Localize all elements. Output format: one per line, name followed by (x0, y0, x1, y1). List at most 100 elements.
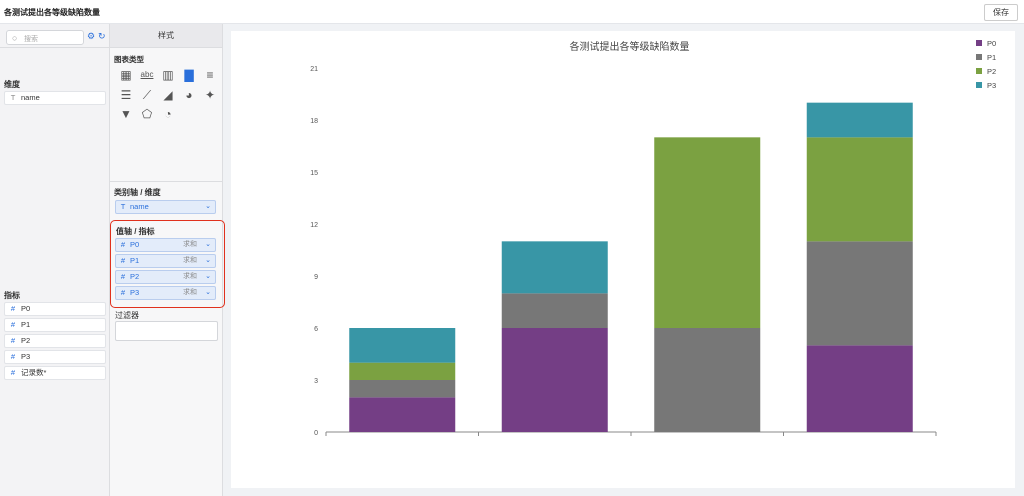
search-icon: ○ (12, 33, 18, 43)
number-type-icon: # (120, 240, 126, 249)
legend-label: P3 (987, 81, 997, 90)
bar-segment-p1 (349, 380, 456, 398)
dimension-section-label: 维度 (4, 80, 20, 89)
gauge-chart-icon[interactable]: ◔ (164, 107, 172, 121)
bar-segment-p3 (806, 102, 913, 138)
y-tick-label: 3 (314, 378, 318, 385)
horizontal-stacked-bar-icon[interactable]: ☰ (120, 88, 132, 102)
bar-segment-p3 (349, 328, 456, 363)
legend-item-p0[interactable]: P0 (976, 39, 1016, 49)
chevron-down-icon[interactable]: ⌄ (205, 241, 211, 248)
chevron-down-icon[interactable]: ⌄ (205, 273, 211, 280)
y-tick-label: 12 (310, 222, 318, 229)
chart-area: 各测试提出各等级缺陷数量 P0 P1 P2 P3 0 3 6 9 12 15 18 21 (231, 31, 1015, 488)
measure-field-p3[interactable]: # P3 (4, 350, 106, 364)
chart-types-label: 图表类型 (114, 55, 144, 64)
legend-label: P0 (987, 39, 997, 48)
measure-field-record-count[interactable]: # 记录数* (4, 366, 106, 380)
legend-swatch (976, 68, 982, 74)
value-drop-p0[interactable]: # P0 求和 ⌄ (115, 238, 216, 252)
bar-segment-p2 (806, 137, 913, 242)
bar-segment-p2 (654, 137, 761, 328)
dimension-field-label: name (21, 93, 40, 102)
legend-swatch (976, 40, 982, 46)
y-tick-label: 15 (310, 170, 318, 177)
y-tick-label: 21 (310, 66, 318, 73)
stacked-bar-chart-icon[interactable]: ▇ (184, 68, 194, 82)
value-field-label: P0 (130, 240, 140, 249)
y-tick-label: 6 (314, 326, 318, 333)
save-button[interactable]: 保存 (984, 4, 1018, 21)
refresh-icon[interactable]: ↻ (98, 31, 106, 41)
bar-segment-p1 (654, 328, 761, 432)
value-axis-label: 值轴 / 指标 (116, 227, 155, 236)
legend-label: P2 (987, 67, 997, 76)
number-type-icon: # (120, 272, 126, 281)
text-chart-icon[interactable]: abc (140, 70, 154, 79)
number-type-icon: # (120, 288, 126, 297)
number-type-icon: # (10, 320, 16, 329)
measure-field-label: P3 (21, 352, 31, 361)
measure-field-label: P1 (21, 320, 31, 329)
value-field-label: P2 (130, 272, 140, 281)
value-drop-p2[interactable]: # P2 求和 ⌄ (115, 270, 216, 284)
y-tick-label: 0 (314, 430, 318, 437)
measure-section-label: 指标 (4, 291, 20, 300)
value-drop-p3[interactable]: # P3 求和 ⌄ (115, 286, 216, 300)
legend-swatch (976, 82, 982, 88)
value-field-label: P1 (130, 256, 140, 265)
text-type-icon: T (120, 202, 126, 211)
chevron-down-icon[interactable]: ⌄ (205, 203, 211, 210)
category-field-label: name (130, 202, 149, 211)
y-tick-label: 18 (310, 118, 318, 125)
chart-title: 各测试提出各等级缺陷数量 (569, 42, 690, 53)
tab-style[interactable]: 样式 (110, 24, 222, 48)
filter-drop-zone[interactable] (115, 321, 218, 341)
gear-icon[interactable]: ⚙ (87, 31, 96, 41)
value-drop-p1[interactable]: # P1 求和 ⌄ (115, 254, 216, 268)
radar-chart-icon[interactable]: ⬠ (141, 107, 153, 121)
aggregation-label[interactable]: 求和 (183, 241, 197, 248)
legend-swatch (976, 54, 982, 60)
aggregation-label[interactable]: 求和 (183, 257, 197, 264)
top-bar: 各测试提出各等级缺陷数量 保存 (0, 0, 1024, 24)
stacked-bar-chart: 0 3 6 9 12 15 18 21 (310, 66, 937, 437)
search-row: ○ 搜索 ⚙ ↻ (4, 30, 106, 46)
pie-chart-icon[interactable]: ◕ (185, 88, 193, 102)
measure-field-label: 记录数* (21, 368, 47, 377)
text-type-icon: T (10, 93, 16, 102)
aggregation-label[interactable]: 求和 (183, 289, 197, 296)
legend-item-p3[interactable]: P3 (976, 81, 1016, 91)
measure-field-label: P2 (21, 336, 31, 345)
map-chart-icon[interactable]: ✦ (204, 88, 216, 102)
bar-chart-icon[interactable]: ▥ (162, 68, 174, 82)
measure-field-p0[interactable]: # P0 (4, 302, 106, 316)
chevron-down-icon[interactable]: ⌄ (205, 289, 211, 296)
bar-segment-p2 (349, 362, 456, 380)
value-field-label: P3 (130, 288, 140, 297)
bar-segment-p1 (806, 241, 913, 346)
y-tick-label: 9 (314, 274, 318, 281)
area-chart-icon[interactable]: ◢ (163, 88, 173, 102)
measure-field-p2[interactable]: # P2 (4, 334, 106, 348)
number-type-icon: # (10, 352, 16, 361)
page-title: 各测试提出各等级缺陷数量 (4, 8, 100, 17)
search-input[interactable]: ○ 搜索 (6, 30, 84, 45)
category-axis-label: 类别轴 / 维度 (114, 188, 161, 197)
bar-segment-p1 (501, 293, 608, 328)
measure-field-p1[interactable]: # P1 (4, 318, 106, 332)
legend-item-p2[interactable]: P2 (976, 67, 1016, 77)
line-chart-icon[interactable]: ⟋ (142, 88, 152, 102)
funnel-chart-icon[interactable]: ▼ (120, 107, 132, 121)
legend-item-p1[interactable]: P1 (976, 53, 1016, 63)
aggregation-label[interactable]: 求和 (183, 273, 197, 280)
search-placeholder: 搜索 (24, 36, 38, 43)
divider (110, 181, 223, 182)
horizontal-bar-chart-icon[interactable]: ≡ (206, 68, 214, 82)
chevron-down-icon[interactable]: ⌄ (205, 257, 211, 264)
value-axis-highlight-box (110, 220, 225, 308)
bar-segment-p0 (349, 397, 456, 432)
table-chart-icon[interactable]: ▦ (120, 68, 132, 82)
